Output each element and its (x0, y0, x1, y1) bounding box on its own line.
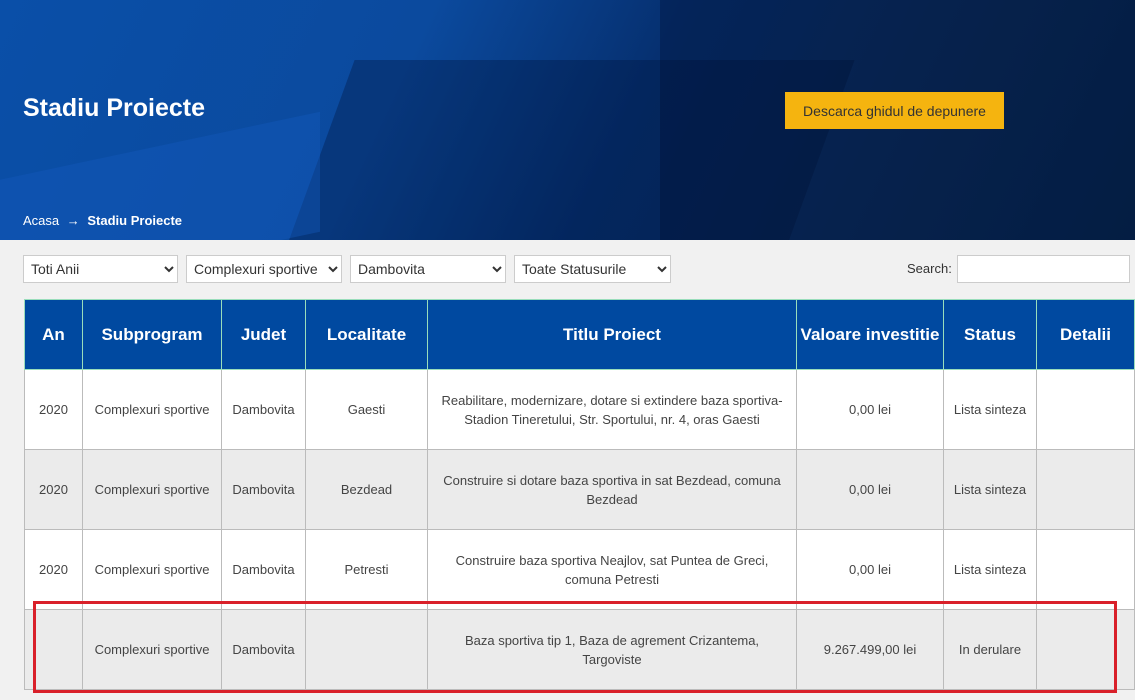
page-title: Stadiu Proiecte (23, 94, 205, 122)
column-header[interactable]: Titlu Proiect (427, 299, 797, 370)
cell-titlu: Construire baza sportiva Neajlov, sat Pu… (427, 529, 797, 610)
highlight-box (33, 601, 1117, 693)
cell-subprogram: Complexuri sportive (82, 449, 222, 530)
breadcrumb-home[interactable]: Acasa (23, 213, 60, 228)
search-input[interactable] (957, 255, 1130, 283)
cell-titlu: Baza sportiva tip 1, Baza de agrement Cr… (427, 609, 797, 690)
arrow-right-icon: → (66, 213, 80, 228)
cell-detalii (1036, 529, 1135, 610)
search-label: Search: (907, 261, 952, 276)
cell-valoare: 0,00 lei (796, 449, 944, 530)
download-guide-button[interactable]: Descarca ghidul de depunere (785, 92, 1004, 129)
cell-status: In derulare (943, 609, 1037, 690)
breadcrumb: Acasa → Stadiu Proiecte (23, 213, 182, 228)
year-filter[interactable]: Toti Anii (23, 255, 178, 283)
column-header[interactable]: Detalii (1036, 299, 1135, 370)
county-filter[interactable]: Dambovita (350, 255, 506, 283)
cell-judet: Dambovita (221, 369, 306, 450)
cell-detalii (1036, 449, 1135, 530)
cell-titlu: Reabilitare, modernizare, dotare si exti… (427, 369, 797, 450)
status-filter[interactable]: Toate Statusurile (514, 255, 671, 283)
cell-status: Lista sinteza (943, 529, 1037, 610)
cell-judet: Dambovita (221, 529, 306, 610)
cell-an: 2020 (24, 369, 83, 450)
cell-localitate (305, 609, 428, 690)
cell-status: Lista sinteza (943, 369, 1037, 450)
cell-status: Lista sinteza (943, 449, 1037, 530)
column-header[interactable]: Status (943, 299, 1037, 370)
projects-table: An Subprogram Judet Localitate Titlu Proiect… (24, 299, 1135, 690)
table-row[interactable]: 2020 Complexuri sportive Dambovita Gaesti Re… (24, 369, 1135, 450)
cell-valoare: 0,00 lei (796, 529, 944, 610)
column-header[interactable]: An (24, 299, 83, 370)
column-header[interactable]: Localitate (305, 299, 428, 370)
cell-valoare: 0,00 lei (796, 369, 944, 450)
cell-titlu: Construire si dotare baza sportiva in sa… (427, 449, 797, 530)
column-header[interactable]: Judet (221, 299, 306, 370)
column-header[interactable]: Subprogram (82, 299, 222, 370)
table-row[interactable]: 2020 Complexuri sportive Dambovita Petresti… (24, 529, 1135, 610)
table-row[interactable]: 2020 Complexuri sportive Dambovita Bezdead C… (24, 449, 1135, 530)
cell-subprogram: Complexuri sportive (82, 529, 222, 610)
cell-detalii (1036, 609, 1135, 690)
subprogram-filter[interactable]: Complexuri sportive (186, 255, 342, 283)
cell-subprogram: Complexuri sportive (82, 369, 222, 450)
cell-localitate: Gaesti (305, 369, 428, 450)
table-row[interactable]: Complexuri sportive Dambovita Baza sportiv… (24, 609, 1135, 690)
cell-valoare: 9.267.499,00 lei (796, 609, 944, 690)
cell-detalii (1036, 369, 1135, 450)
cell-an: 2020 (24, 449, 83, 530)
column-header[interactable]: Valoare investitie (796, 299, 944, 370)
cell-judet: Dambovita (221, 449, 306, 530)
cell-an: 2020 (24, 529, 83, 610)
cell-localitate: Bezdead (305, 449, 428, 530)
cell-judet: Dambovita (221, 609, 306, 690)
cell-localitate: Petresti (305, 529, 428, 610)
breadcrumb-current: Stadiu Proiecte (87, 213, 183, 228)
